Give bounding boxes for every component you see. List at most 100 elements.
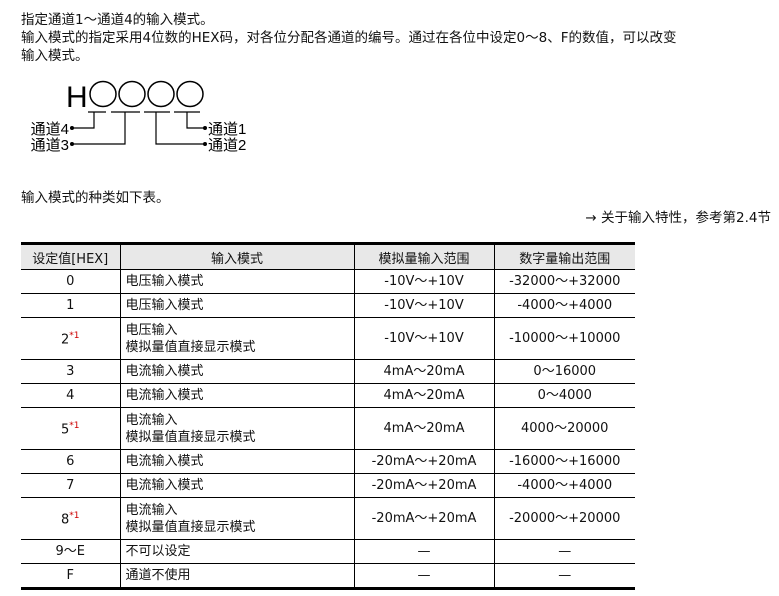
analog-range-cell: -20mA～+20mA — [353, 449, 494, 474]
setting-value: F — [66, 568, 74, 583]
table-row: 8*1 电流输入 模拟量值直接显示模式 -20mA～+20mA -20000～+2000… — [21, 497, 635, 540]
intro-line-3: 输入模式。 — [21, 48, 89, 64]
header-digital-range: 数字量输出范围 — [493, 242, 635, 270]
digital-range-cell: 4000～20000 — [493, 407, 635, 450]
digital-range-cell: — — [493, 539, 635, 564]
table-row: 6 电流输入模式 -20mA～+20mA -16000～+16000 — [21, 449, 635, 474]
digit-placeholders — [89, 80, 204, 108]
input-mode-cell: 不可以设定 — [119, 539, 354, 564]
table-row: 1 电压输入模式 -10V～+10V -4000～+4000 — [21, 293, 635, 318]
setting-value-cell: 1 — [21, 293, 120, 318]
digital-range-cell: 0～16000 — [493, 359, 635, 384]
input-mode-cell: 电流输入模式 — [119, 359, 354, 384]
reference-link[interactable]: → 关于输入特性，参考第2.4节 — [585, 210, 771, 226]
input-mode-cell: 电流输入模式 — [119, 473, 354, 498]
mode-text: 模拟量值直接显示模式 — [125, 429, 256, 445]
analog-range-cell: -10V～+10V — [353, 293, 494, 318]
setting-value-cell: F — [21, 563, 120, 590]
setting-value-cell: 7 — [21, 473, 120, 498]
footnote-mark: *1 — [69, 511, 80, 522]
input-mode-cell: 电流输入 模拟量值直接显示模式 — [119, 497, 354, 540]
table-row: 3 电流输入模式 4mA～20mA 0～16000 — [21, 359, 635, 384]
setting-value-cell: 2*1 — [21, 317, 120, 360]
input-mode-cell: 电流输入模式 — [119, 383, 354, 408]
analog-range-cell: — — [353, 539, 494, 564]
table-row: 5*1 电流输入 模拟量值直接显示模式 4mA～20mA 4000～20000 — [21, 407, 635, 450]
digital-range-cell: -4000～+4000 — [493, 293, 635, 318]
setting-value: 0 — [66, 274, 75, 289]
header-input-mode: 输入模式 — [119, 242, 354, 270]
table-intro: 输入模式的种类如下表。 — [21, 190, 170, 206]
mode-text: 模拟量值直接显示模式 — [125, 339, 256, 355]
intro-line-2: 输入模式的指定采用4位数的HEX码，对各位分配各通道的编号。通过在各位中设定0～… — [21, 30, 677, 46]
mode-text: 电流输入模式 — [125, 364, 204, 379]
analog-range-cell: — — [353, 563, 494, 590]
setting-value-cell: 8*1 — [21, 497, 120, 540]
table-row: F 通道不使用 — — — [21, 563, 635, 590]
analog-range-cell: 4mA～20mA — [353, 359, 494, 384]
digital-range-cell: 0～4000 — [493, 383, 635, 408]
header-analog-range: 模拟量输入范围 — [353, 242, 494, 270]
digital-range-cell: -16000～+16000 — [493, 449, 635, 474]
digital-range-cell: -20000～+20000 — [493, 497, 635, 540]
setting-value: 9～E — [55, 544, 86, 559]
digital-range-cell: — — [493, 563, 635, 590]
input-mode-cell: 电流输入模式 — [119, 449, 354, 474]
hex-code-diagram: H 通道4 通道3 通道1 通道2 — [31, 80, 246, 154]
analog-range-cell: -20mA～+20mA — [353, 473, 494, 498]
table-row: 7 电流输入模式 -20mA～+20mA -4000～+4000 — [21, 473, 635, 498]
digital-range-cell: -4000～+4000 — [493, 473, 635, 498]
input-mode-cell: 通道不使用 — [119, 563, 354, 590]
setting-value: 4 — [66, 388, 75, 403]
table-row: 2*1 电压输入 模拟量值直接显示模式 -10V～+10V -10000～+10000 — [21, 317, 635, 360]
setting-value: 6 — [66, 454, 75, 469]
digital-range-cell: -32000～+32000 — [493, 269, 635, 294]
setting-value: 5 — [60, 422, 70, 438]
mode-text: 电流输入模式 — [125, 388, 204, 403]
setting-value-cell: 5*1 — [21, 407, 120, 450]
channel-1-label: 通道1 — [208, 121, 246, 138]
setting-value-cell: 4 — [21, 383, 120, 408]
channel-3-label: 通道3 — [31, 137, 69, 154]
hex-prefix: H — [66, 81, 88, 114]
mode-text: 电流输入 — [125, 502, 178, 518]
footnote-mark: *1 — [69, 331, 80, 342]
table-row: 0 电压输入模式 -10V～+10V -32000～+32000 — [21, 269, 635, 294]
setting-value: 1 — [66, 298, 75, 313]
intro-line-1: 指定通道1～通道4的输入模式。 — [21, 12, 214, 28]
mode-text: 电压输入模式 — [125, 274, 204, 289]
input-mode-table: 设定值[HEX] 输入模式 模拟量输入范围 数字量输出范围 0 电压输入模式 -10… — [21, 242, 635, 590]
analog-range-cell: 4mA～20mA — [353, 407, 494, 450]
mode-text: 电流输入模式 — [125, 478, 204, 493]
mode-text: 通道不使用 — [125, 568, 191, 583]
mode-text: 不可以设定 — [125, 544, 191, 559]
header-setting-value: 设定值[HEX] — [21, 242, 120, 270]
channel-connectors — [72, 111, 205, 145]
channel-2-label: 通道2 — [208, 137, 246, 154]
setting-value-cell: 3 — [21, 359, 120, 384]
table-row: 9～E 不可以设定 — — — [21, 539, 635, 564]
setting-value: 8 — [60, 512, 70, 528]
input-mode-cell: 电压输入 模拟量值直接显示模式 — [119, 317, 354, 360]
footnote-mark: *1 — [69, 421, 80, 432]
mode-text: 模拟量值直接显示模式 — [125, 519, 256, 535]
input-mode-cell: 电流输入 模拟量值直接显示模式 — [119, 407, 354, 450]
setting-value: 7 — [66, 478, 75, 493]
analog-range-cell: -10V～+10V — [353, 317, 494, 360]
input-mode-cell: 电压输入模式 — [119, 293, 354, 318]
setting-value-cell: 9～E — [21, 539, 120, 564]
mode-text: 电流输入 — [125, 412, 178, 428]
analog-range-cell: -20mA～+20mA — [353, 497, 494, 540]
input-mode-cell: 电压输入模式 — [119, 269, 354, 294]
mode-text: 电压输入模式 — [125, 298, 204, 313]
setting-value: 3 — [66, 364, 75, 379]
digital-range-cell: -10000～+10000 — [493, 317, 635, 360]
setting-value: 2 — [60, 332, 70, 348]
mode-text: 电流输入模式 — [125, 454, 204, 469]
channel-4-label: 通道4 — [31, 121, 69, 138]
analog-range-cell: -10V～+10V — [353, 269, 494, 294]
mode-text: 电压输入 — [125, 322, 178, 338]
analog-range-cell: 4mA～20mA — [353, 383, 494, 408]
table-row: 4 电流输入模式 4mA～20mA 0～4000 — [21, 383, 635, 408]
setting-value-cell: 0 — [21, 269, 120, 294]
